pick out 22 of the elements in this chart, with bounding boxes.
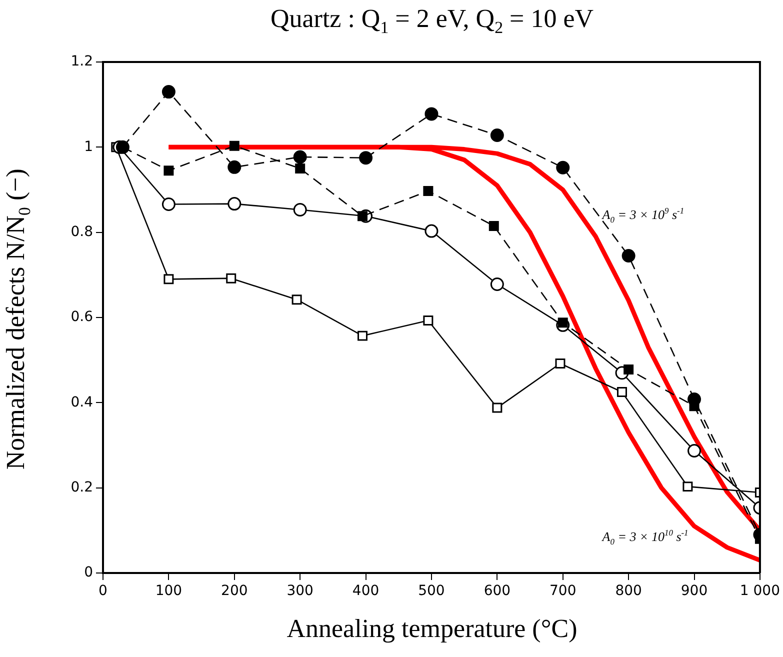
y-tick-label: 0.6: [70, 309, 94, 326]
x-tick-label: 400: [352, 583, 380, 600]
x-tick-label: 200: [221, 583, 248, 600]
x-tick-label: 300: [286, 583, 314, 600]
x-tick-label: 700: [550, 583, 576, 600]
x-tick-label: 1 000: [740, 583, 780, 600]
y-tick-label: 1.2: [70, 54, 93, 70]
x-tick-label: 0: [98, 583, 108, 600]
y-tick-label: 0.4: [70, 394, 94, 410]
x-tick-label: 500: [418, 583, 445, 600]
y-tick-label: 0: [84, 564, 93, 581]
chart-title: Quartz : Q$_{1}$ = 2 eV, Q$_{2}$ = 10 eV: [269, 4, 595, 38]
annotation: A$_{0}$ = 3 × 10$^{10}$ s$^{-1}$: [602, 528, 688, 547]
x-tick-label: 600: [484, 583, 511, 600]
x-tick-label: 900: [680, 583, 708, 600]
x-tick-label: 100: [155, 583, 182, 600]
x-tick-label: 800: [615, 583, 642, 600]
y-tick-label: 0.8: [70, 224, 93, 240]
y-tick-label: 1: [84, 138, 93, 155]
annotation: A$_{0}$ = 3 × 10$^{9}$ s$^{-1}$: [602, 206, 684, 225]
x-axis-title: Annealing temperature (°C): [286, 614, 578, 644]
y-tick-label: 0.2: [70, 479, 93, 496]
